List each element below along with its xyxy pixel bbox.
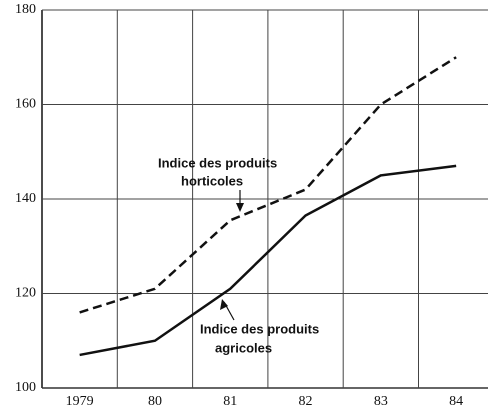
arrow-head <box>220 299 228 310</box>
y-tick-label: 160 <box>15 97 36 112</box>
x-tick-label: 81 <box>223 394 237 409</box>
x-tick-label: 84 <box>449 394 463 409</box>
annotation: agricoles <box>215 340 272 355</box>
annotation: horticoles <box>181 173 243 188</box>
y-tick-label: 100 <box>15 380 36 395</box>
y-tick-label: 120 <box>15 286 36 301</box>
annotation: Indice des produits <box>200 321 319 336</box>
x-tick-label: 82 <box>299 394 313 409</box>
x-tick-label: 1979 <box>66 394 94 409</box>
annotation: Indice des produits <box>158 155 277 170</box>
arrow-head <box>236 203 244 212</box>
x-tick-label: 80 <box>148 394 162 409</box>
x-tick-label: 83 <box>374 394 388 409</box>
series-line <box>79 164 457 357</box>
y-tick-label: 180 <box>15 2 36 17</box>
y-tick-label: 140 <box>15 191 36 206</box>
